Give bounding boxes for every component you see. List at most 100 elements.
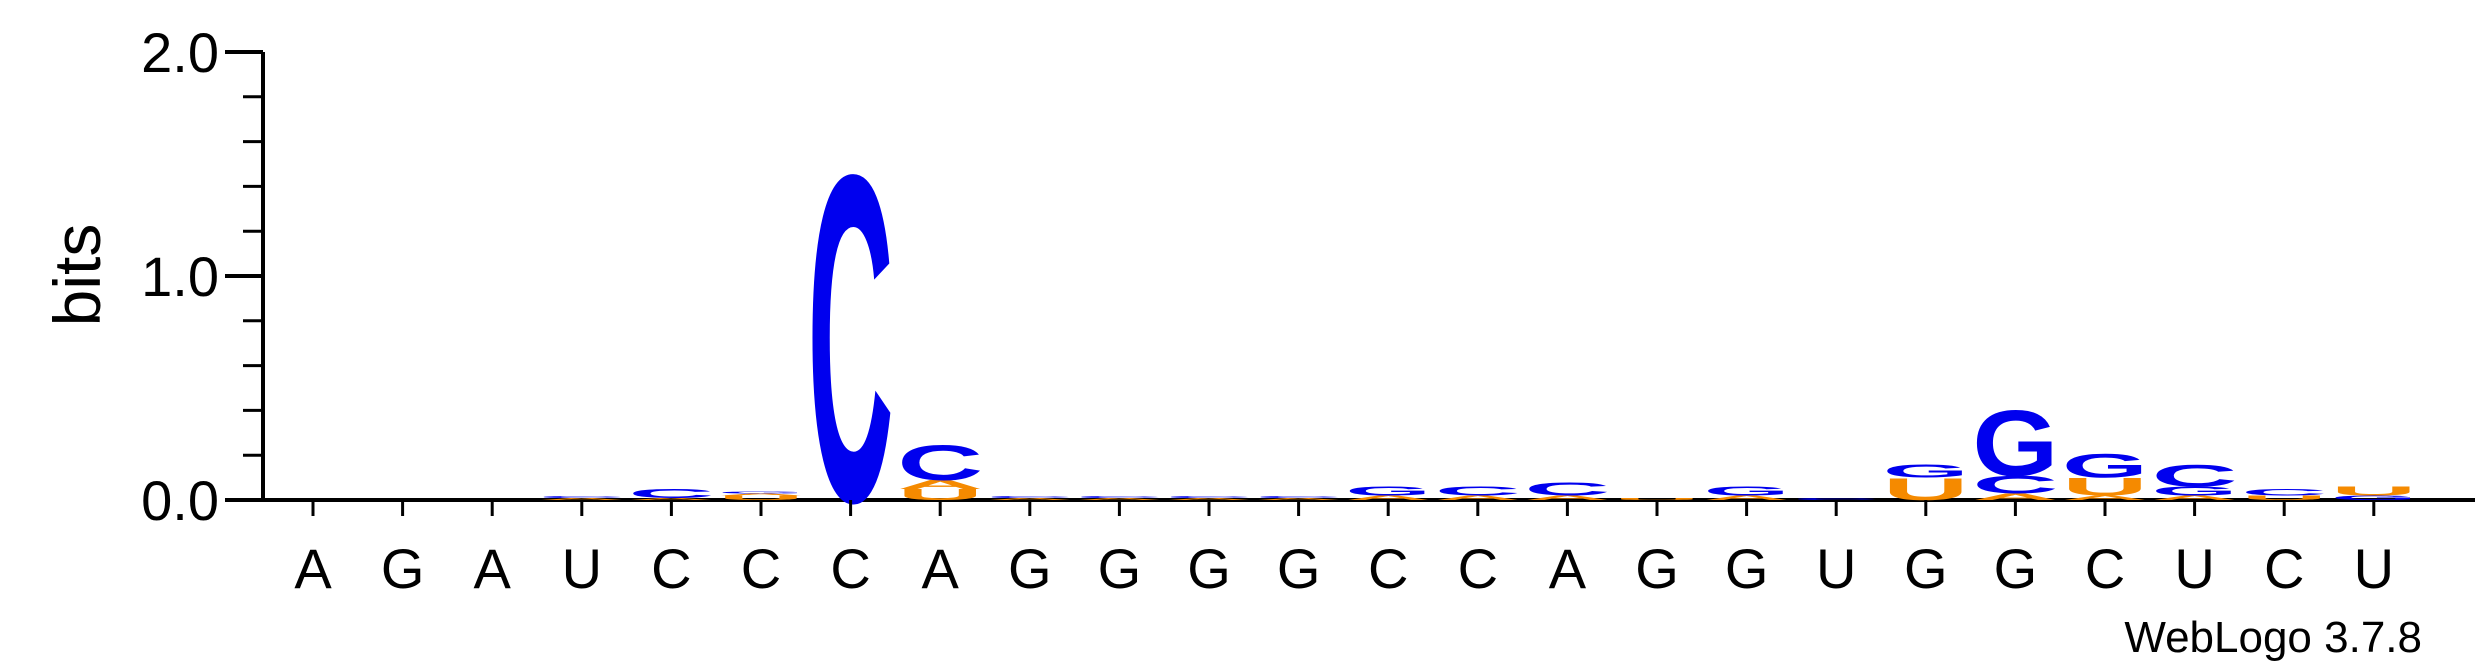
svg-text:A: A [2152,494,2238,501]
svg-text:G: G [1972,391,2058,496]
svg-text:A: A [539,497,625,500]
logo-glyph: G [1704,484,1790,498]
svg-text:C: C [1256,495,1342,498]
svg-text:A: A [718,493,804,496]
logo-glyph: A [1704,494,1790,501]
logo-glyph: A [628,497,714,500]
svg-text:U: U [2331,484,2417,498]
position-label: C [651,537,691,600]
logo-glyph: C [1793,497,1879,500]
position-label: U [2174,537,2214,600]
svg-text:A: A [1076,497,1162,500]
svg-text:C: C [987,495,1073,498]
logo-glyph: C [2152,459,2238,494]
logo-glyph: U [1614,497,1700,500]
logo-glyph: A [897,477,983,491]
logo-glyph: A [1076,497,1162,500]
logo-glyph: C [1524,479,1610,500]
position-label: U [2354,537,2394,600]
position-label: G [381,537,425,600]
svg-text:U: U [1614,497,1700,500]
svg-text:A: A [1256,497,1342,500]
logo-glyph: U [2241,494,2327,501]
logo-glyph: G [2062,447,2148,485]
position-label: A [922,537,960,600]
svg-text:A: A [987,497,1073,500]
svg-text:A: A [1435,494,1521,501]
logo-glyph: C [1256,495,1342,498]
logo-glyph: G [718,490,804,494]
logo-glyph: A [539,497,625,500]
position-label: C [2264,537,2304,600]
svg-text:C: C [628,486,714,500]
position-label: A [474,537,512,600]
logo-glyph: A [1972,492,2058,502]
logo-glyph: A [1256,497,1342,500]
logo-glyph: A [2062,494,2148,501]
logo-glyph: C [808,79,894,600]
logo-glyph: A [718,493,804,496]
svg-text:G: G [1704,484,1790,498]
logo-glyph: C [1435,484,1521,498]
position-label: G [1994,537,2038,600]
svg-text:C: C [1435,484,1521,498]
logo-glyph: A [1166,497,1252,500]
y-tick-label: 0.0 [141,469,219,532]
svg-text:U: U [2241,494,2327,501]
position-label: G [1277,537,1321,600]
logo-glyph: C [2241,487,2327,497]
svg-text:G: G [1883,461,1969,482]
logo-glyph: C [1972,471,2058,499]
y-ticks: 0.0 1.0 2.0 [141,21,263,532]
svg-text:C: C [539,495,625,498]
logo-glyph: A [2152,494,2238,501]
svg-text:U: U [897,486,983,503]
svg-text:C: C [1076,495,1162,498]
position-label: G [1725,537,1769,600]
svg-text:G: G [2331,494,2417,501]
svg-text:C: C [1793,497,1879,500]
logo-glyph: C [1076,495,1162,498]
svg-text:U: U [718,494,804,501]
logo-glyph: G [1972,391,2058,496]
svg-text:G: G [2152,484,2238,498]
logo-glyph: G [2331,494,2417,501]
position-label: C [830,537,870,600]
logo-glyph: A [987,497,1073,500]
logo-glyph: U [2331,484,2417,498]
svg-text:A: A [1524,494,1610,501]
svg-text:C: C [808,79,894,600]
logo-glyph: C [539,495,625,498]
svg-text:C: C [2152,459,2238,494]
position-label: C [1458,537,1498,600]
position-label: C [2085,537,2125,600]
logo-glyph: U [2062,473,2148,501]
svg-text:G: G [1345,484,1431,498]
svg-text:C: C [2241,487,2327,497]
svg-text:A: A [1704,494,1790,501]
y-axis-title: bits [40,224,114,327]
position-label: G [1187,537,1231,600]
svg-text:C: C [1524,479,1610,500]
svg-text:A: A [1972,492,2058,502]
logo-glyph: G [1345,484,1431,498]
svg-text:G: G [718,490,804,494]
logo-glyph: C [1166,495,1252,498]
svg-text:A: A [628,497,714,500]
logo-glyph: C [897,435,983,491]
y-tick-label: 1.0 [141,245,219,308]
svg-text:A: A [2062,494,2148,501]
weblogo-version: WebLogo 3.7.8 [2124,613,2422,662]
svg-text:U: U [2062,473,2148,501]
logo-glyph: U [718,494,804,501]
position-label: G [1635,537,1679,600]
position-label: G [1008,537,1052,600]
svg-text:G: G [2062,447,2148,485]
logo-glyph: G [2152,484,2238,498]
svg-text:C: C [897,435,983,491]
logo-glyph: A [1345,494,1431,501]
y-tick-label: 2.0 [141,21,219,84]
